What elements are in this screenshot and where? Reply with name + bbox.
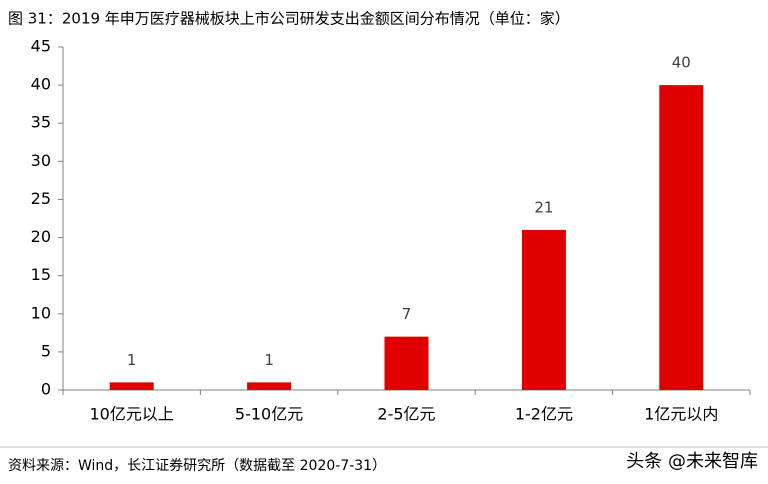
- y-tick-label: 15: [31, 265, 51, 284]
- y-tick-label: 35: [31, 113, 51, 132]
- bar: [659, 85, 704, 390]
- bar: [247, 382, 292, 390]
- value-label: 40: [672, 54, 691, 72]
- x-tick-label: 5-10亿元: [235, 405, 303, 424]
- y-tick-label: 45: [31, 37, 51, 56]
- bar: [384, 336, 429, 390]
- bar: [109, 382, 154, 390]
- y-tick-label: 30: [31, 151, 51, 170]
- value-label: 21: [534, 198, 553, 216]
- bar: [521, 229, 566, 390]
- value-label: 1: [264, 351, 274, 369]
- chart-title: 图 31：2019 年申万医疗器械板块上市公司研发支出金额区间分布情况（单位：家…: [8, 10, 570, 28]
- y-tick-label: 0: [41, 380, 51, 399]
- y-tick-label: 40: [31, 75, 51, 94]
- y-tick-label: 5: [41, 341, 51, 360]
- x-tick-label: 10亿元以上: [90, 405, 174, 424]
- x-tick-label: 1-2亿元: [515, 405, 573, 424]
- source-note: 资料来源：Wind，长江证券研究所（数据截至 2020-7-31）: [8, 458, 386, 474]
- watermark: 头条 @未来智库: [626, 451, 758, 472]
- value-label: 1: [127, 351, 137, 369]
- x-tick-label: 2-5亿元: [377, 405, 435, 424]
- value-label: 7: [402, 305, 412, 323]
- y-tick-label: 10: [31, 303, 51, 322]
- y-tick-label: 25: [31, 189, 51, 208]
- x-tick-label: 1亿元以内: [644, 405, 718, 424]
- y-tick-label: 20: [31, 227, 51, 246]
